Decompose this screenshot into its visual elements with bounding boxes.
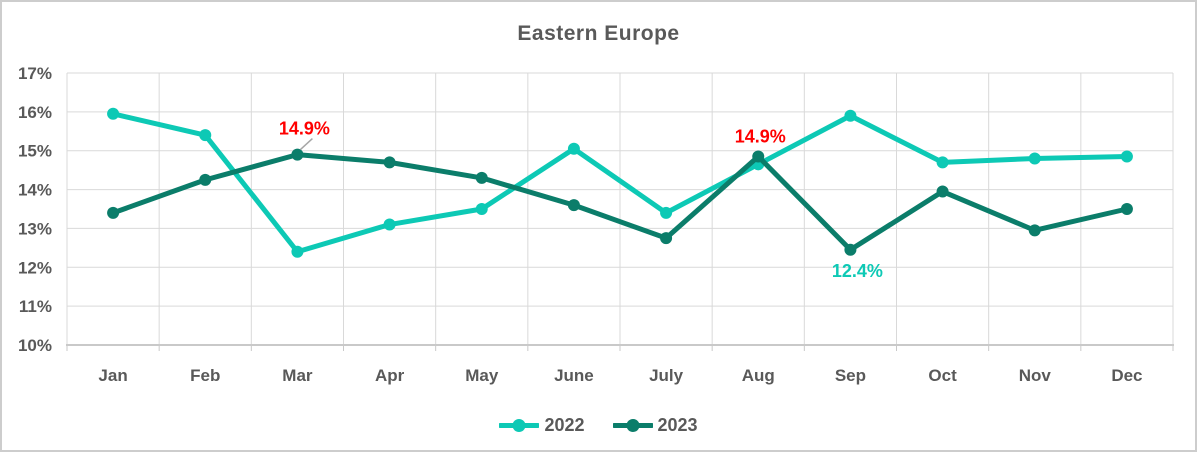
data-point-2022-May[interactable]	[475, 203, 488, 215]
data-point-2022-Nov[interactable]	[1028, 152, 1041, 165]
data-point-2022-Sep[interactable]	[844, 109, 857, 122]
y-axis-tick-label: 14%	[18, 181, 52, 200]
data-point-2022-July[interactable]	[660, 206, 673, 219]
x-axis-tick-label: Aug	[742, 366, 775, 385]
data-point-2022-Mar[interactable]	[291, 245, 304, 258]
data-label: 12.4%	[832, 261, 883, 281]
x-axis-tick-label: Apr	[375, 366, 405, 385]
data-label: 14.9%	[279, 119, 330, 139]
legend-swatch-2023-icon	[612, 419, 653, 432]
x-axis-tick-label: Sep	[835, 366, 866, 385]
data-point-2023-Dec[interactable]	[1120, 203, 1133, 215]
y-axis-tick-label: 13%	[18, 219, 52, 238]
data-point-2023-Feb[interactable]	[199, 173, 212, 186]
data-point-2022-Jan[interactable]	[107, 107, 120, 120]
y-axis-tick-label: 12%	[18, 258, 52, 277]
data-point-2023-Mar[interactable]	[291, 148, 304, 161]
data-label: 14.9%	[735, 127, 786, 147]
y-axis-tick-label: 17%	[18, 64, 52, 83]
x-axis-tick-label: Nov	[1019, 366, 1052, 385]
y-axis-tick-label: 11%	[19, 297, 52, 316]
data-point-2022-Feb[interactable]	[199, 129, 212, 142]
y-axis-tick-label: 16%	[18, 103, 52, 122]
legend-item-2023[interactable]: 2023	[612, 415, 698, 436]
legend-item-2022[interactable]: 2022	[499, 415, 585, 436]
data-point-2023-Aug[interactable]	[752, 150, 765, 163]
data-point-2023-June[interactable]	[567, 199, 580, 212]
data-point-2022-Dec[interactable]	[1120, 150, 1133, 163]
x-axis-tick-label: Mar	[282, 366, 313, 385]
x-axis-tick-label: July	[649, 366, 684, 385]
data-point-2022-Apr[interactable]	[383, 218, 396, 231]
x-axis-tick-label: May	[465, 366, 499, 385]
data-label-leader-line	[299, 138, 313, 151]
legend-swatch-2022-icon	[499, 419, 540, 432]
x-axis-tick-label: Dec	[1111, 366, 1142, 385]
data-point-2023-Jan[interactable]	[107, 206, 120, 219]
y-axis-tick-label: 10%	[18, 336, 52, 355]
data-point-2023-Oct[interactable]	[936, 185, 949, 198]
data-point-2022-Oct[interactable]	[936, 156, 949, 169]
data-point-2023-May[interactable]	[475, 171, 488, 184]
legend: 2022 2023	[0, 415, 1197, 436]
legend-label-2022: 2022	[544, 415, 585, 435]
series-line-2023[interactable]	[110, 152, 1130, 253]
data-point-2022-June[interactable]	[567, 142, 580, 155]
data-point-2023-July[interactable]	[660, 232, 673, 245]
data-point-2023-Sep[interactable]	[844, 243, 857, 256]
legend-label-2023: 2023	[657, 415, 698, 435]
x-axis-tick-label: Feb	[190, 366, 220, 385]
y-axis-tick-label: 15%	[18, 142, 52, 161]
data-point-2023-Apr[interactable]	[383, 156, 396, 169]
chart-title: Eastern Europe	[517, 22, 680, 45]
x-axis-tick-label: Jan	[98, 366, 127, 385]
x-axis-tick-label: Oct	[928, 366, 957, 385]
data-point-2023-Nov[interactable]	[1028, 224, 1041, 237]
series-line-2022[interactable]	[110, 111, 1130, 255]
x-axis-tick-label: June	[554, 366, 594, 385]
